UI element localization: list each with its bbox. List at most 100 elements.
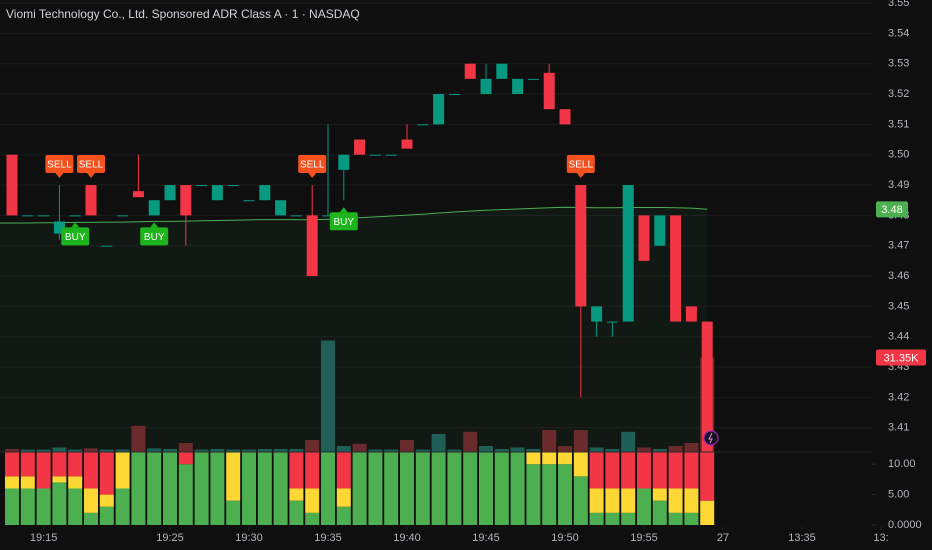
indicator-segment [637, 452, 652, 489]
last-price-box [876, 201, 908, 218]
volume-bar [99, 449, 114, 452]
candle-body [496, 63, 508, 79]
indicator-segment [5, 452, 20, 477]
indicator-segment [668, 512, 683, 525]
indicator-segment [415, 452, 430, 525]
candle-body [101, 245, 113, 247]
volume-bar [589, 447, 604, 452]
signal-label: SELL [47, 160, 72, 171]
volume-bar [384, 449, 399, 452]
volume-bar [5, 448, 20, 452]
volume-bar [163, 448, 178, 452]
y-tick-label: 3.42 [888, 391, 909, 403]
y-tick-label: 3.45 [888, 300, 909, 312]
last-price-label: 3.48 [881, 204, 902, 216]
indicator-segment [700, 452, 715, 501]
volume-bar [305, 439, 320, 452]
candle-body [654, 215, 666, 246]
volume-bar [131, 425, 146, 452]
y-tick-label: 10.00 [888, 458, 916, 470]
indicator-segment [652, 500, 667, 525]
indicator-segment [336, 488, 351, 507]
indicator-segment [36, 452, 51, 489]
indicator-segment [589, 512, 604, 525]
indicator-segment [479, 452, 494, 525]
indicator-segment [226, 500, 241, 525]
volume-bar [352, 443, 367, 452]
volume-bar [479, 445, 494, 452]
candle-body [417, 124, 429, 126]
volume-bar [147, 448, 162, 452]
indicator-segment [621, 512, 636, 525]
indicator-segment [36, 488, 51, 525]
indicator-segment [289, 500, 304, 525]
volume-bar [289, 448, 304, 452]
y-tick-label: 0.0000 [888, 519, 922, 531]
y-tick-label: 3.44 [888, 331, 909, 343]
indicator-segment [368, 452, 383, 525]
signal-label: SELL [300, 160, 325, 171]
ma-area [0, 207, 708, 452]
indicator-segment [684, 452, 699, 489]
alert-icon[interactable] [703, 430, 719, 446]
candle-body [527, 78, 539, 80]
indicator-segment [621, 488, 636, 513]
candle-body [227, 185, 239, 187]
volume-bar [20, 449, 35, 452]
volume-bar [684, 442, 699, 452]
candle-body [575, 185, 587, 307]
x-tick-label: 27 [717, 532, 729, 544]
candle-body [243, 200, 255, 202]
indicator-segment [305, 452, 320, 489]
chart-title: Viomi Technology Co., Ltd. Sponsored ADR… [6, 7, 360, 21]
candle-body [117, 215, 129, 217]
candle-body [38, 215, 50, 217]
signal-box [61, 227, 90, 246]
candle-body [401, 139, 413, 149]
volume-bar [494, 448, 509, 452]
indicator-segment [352, 452, 367, 525]
indicator-segment [163, 452, 178, 525]
indicator-segment [384, 452, 399, 525]
volume-box [876, 349, 926, 366]
signal-pointer [339, 207, 348, 213]
volume-bar [273, 448, 288, 452]
x-tick-label: 13:35 [788, 532, 816, 544]
signal-label: BUY [144, 232, 165, 243]
indicator-segment [668, 488, 683, 513]
indicator-segment [273, 452, 288, 525]
candle-body [259, 185, 271, 201]
signal-box [566, 155, 595, 174]
y-tick-label: 3.54 [888, 27, 909, 39]
signal-label: SELL [79, 160, 104, 171]
volume-bar [447, 449, 462, 452]
indicator-segment [289, 452, 304, 489]
volume-bar [194, 449, 209, 452]
candle-body [701, 321, 713, 452]
candle-body [180, 185, 192, 216]
indicator-segment [242, 452, 257, 525]
candle-body [338, 154, 350, 170]
indicator-segment [289, 488, 304, 501]
candle-body [22, 215, 34, 217]
x-tick-label: 19:45 [472, 532, 500, 544]
candle-body [290, 215, 302, 217]
volume-bar [68, 449, 83, 452]
x-tick-label: 19:50 [551, 532, 579, 544]
candle-body [543, 72, 555, 110]
indicator-segment [5, 476, 20, 489]
indicator-segment [20, 452, 35, 477]
indicator-segment [652, 452, 667, 489]
indicator-segment [336, 506, 351, 525]
indicator-segment [5, 488, 20, 525]
volume-bar [257, 448, 272, 452]
signal-label: SELL [569, 160, 594, 171]
indicator-segment [20, 476, 35, 489]
candle-body [275, 200, 287, 216]
indicator-segment [652, 488, 667, 501]
indicator-segment [589, 488, 604, 513]
indicator-segment [558, 464, 573, 525]
candle-body [559, 109, 571, 125]
